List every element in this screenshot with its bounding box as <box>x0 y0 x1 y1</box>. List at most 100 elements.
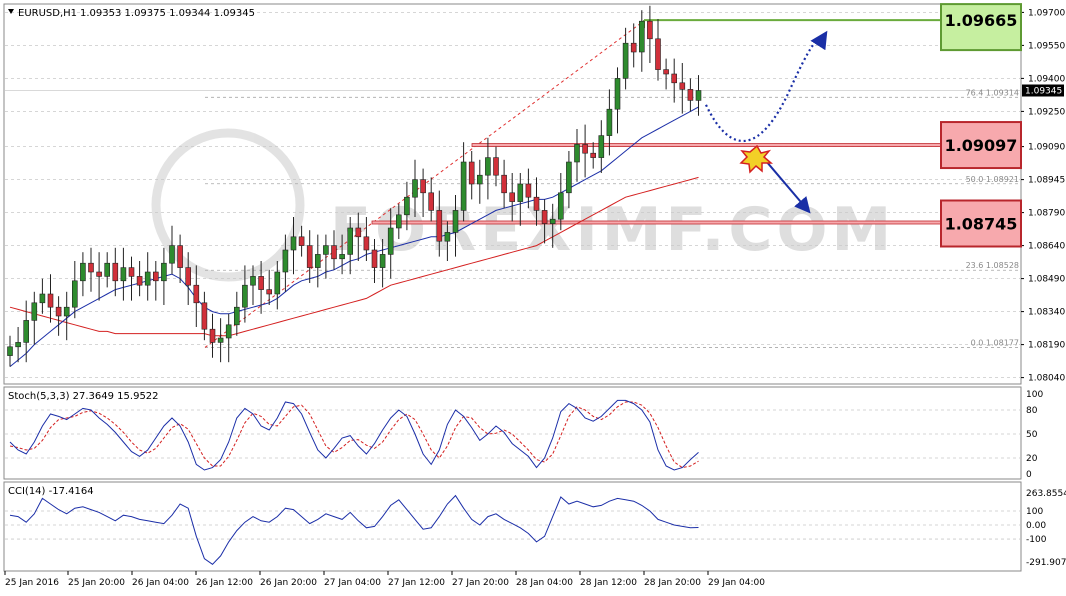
bullish-forecast-arrow <box>705 30 828 143</box>
candle-body <box>436 210 443 242</box>
candle-body <box>258 276 264 290</box>
candle <box>525 168 532 209</box>
stoch-axis: 100 80 50 20 0 <box>1026 390 1043 480</box>
candle-body <box>647 20 653 40</box>
candle <box>242 265 248 323</box>
stoch-panel[interactable] <box>3 386 1022 480</box>
stoch-tick-label: 80 <box>1026 406 1038 416</box>
forecast-annotations <box>705 30 828 214</box>
candle <box>566 151 572 209</box>
candle <box>533 177 540 226</box>
candle-body <box>355 227 362 238</box>
candle-body <box>161 262 167 282</box>
candle-body <box>533 196 540 211</box>
candle-body <box>566 161 572 194</box>
candle-body <box>630 42 637 53</box>
cci-tick-label: -100 <box>1026 535 1047 545</box>
candle <box>282 234 289 292</box>
candle-body <box>485 157 491 176</box>
current-price-label: 1.09345 <box>1025 87 1062 97</box>
candle-body <box>144 271 151 286</box>
candle-body <box>128 267 135 277</box>
candlesticks <box>7 5 702 367</box>
candle <box>379 239 386 288</box>
candle <box>144 252 151 301</box>
candle <box>574 129 580 182</box>
candle-body <box>549 218 556 224</box>
candle <box>217 318 224 363</box>
candle <box>234 291 240 336</box>
candle-body <box>638 20 645 53</box>
candle <box>638 10 645 72</box>
dropdown-triangle-icon[interactable] <box>8 9 14 14</box>
stoch-tick-label: 0 <box>1026 470 1032 480</box>
candle-body <box>112 262 119 282</box>
time-tick-label: 27 Jan 12:00 <box>388 578 445 588</box>
candle <box>671 58 678 103</box>
breakout-star-icon <box>739 144 774 174</box>
candle <box>485 137 491 200</box>
candle <box>557 173 564 231</box>
slow-moving-average-line <box>9 176 699 337</box>
candle-body <box>339 254 345 260</box>
time-axis: 25 Jan 2016 25 Jan 20:00 26 Jan 04:00 26 Ja… <box>4 571 765 588</box>
candle-body <box>234 306 240 326</box>
candle <box>193 265 200 327</box>
candle <box>582 124 588 178</box>
candle-body <box>282 249 289 273</box>
price-gridlines <box>5 11 1020 379</box>
candle <box>15 327 21 363</box>
candle-body <box>266 289 273 295</box>
candle-body <box>120 267 127 282</box>
candle-body <box>153 271 159 282</box>
support-level-box: 1.08745 <box>940 199 1022 248</box>
candle-body <box>323 245 329 255</box>
cci-gridlines <box>5 510 1020 540</box>
fibo-label: 76.4 1.09314 <box>966 88 1019 97</box>
candle <box>128 256 135 301</box>
candle-body <box>80 262 86 282</box>
candle <box>169 225 175 275</box>
time-tick-label: 29 Jan 04:00 <box>708 578 765 588</box>
fibo-label: 0.0 1.08177 <box>971 338 1019 347</box>
candle-body <box>614 78 621 110</box>
cci-panel[interactable] <box>3 481 1022 572</box>
cci-tick-label: -291.9074 <box>1026 558 1066 568</box>
candle-body <box>23 320 30 343</box>
candle-body <box>679 82 686 90</box>
candle <box>663 58 669 90</box>
candle-body <box>517 183 524 202</box>
candle-body <box>185 267 191 286</box>
candle-body <box>509 192 516 202</box>
candle-body <box>379 254 386 268</box>
candle-body <box>695 90 702 101</box>
price-tick-label: 1.09400 <box>1028 74 1065 84</box>
time-tick-label: 26 Jan 20:00 <box>260 578 317 588</box>
candle <box>63 291 70 341</box>
price-tick-label: 1.08640 <box>1028 242 1065 252</box>
price-tick-label: 1.09250 <box>1028 107 1065 117</box>
pivot-line <box>471 143 942 147</box>
candle <box>55 296 62 336</box>
candle-body <box>298 236 305 246</box>
candle-body <box>557 192 564 220</box>
candle <box>347 217 354 275</box>
time-tick-label: 28 Jan 04:00 <box>516 578 573 588</box>
candle-body <box>420 179 426 194</box>
candle-body <box>371 249 378 268</box>
candle <box>39 278 46 314</box>
candle <box>274 261 281 310</box>
candle-body <box>250 276 256 286</box>
candle <box>460 142 467 222</box>
candle <box>331 230 337 270</box>
time-tick-label: 27 Jan 20:00 <box>452 578 509 588</box>
price-tick-label: 1.08040 <box>1028 374 1065 384</box>
candle <box>420 168 426 217</box>
candle-body <box>39 293 46 304</box>
moving-averages <box>9 106 699 367</box>
candle-body <box>476 174 483 185</box>
candle <box>444 221 451 261</box>
time-tick-label: 28 Jan 20:00 <box>644 578 701 588</box>
candle <box>47 274 54 323</box>
